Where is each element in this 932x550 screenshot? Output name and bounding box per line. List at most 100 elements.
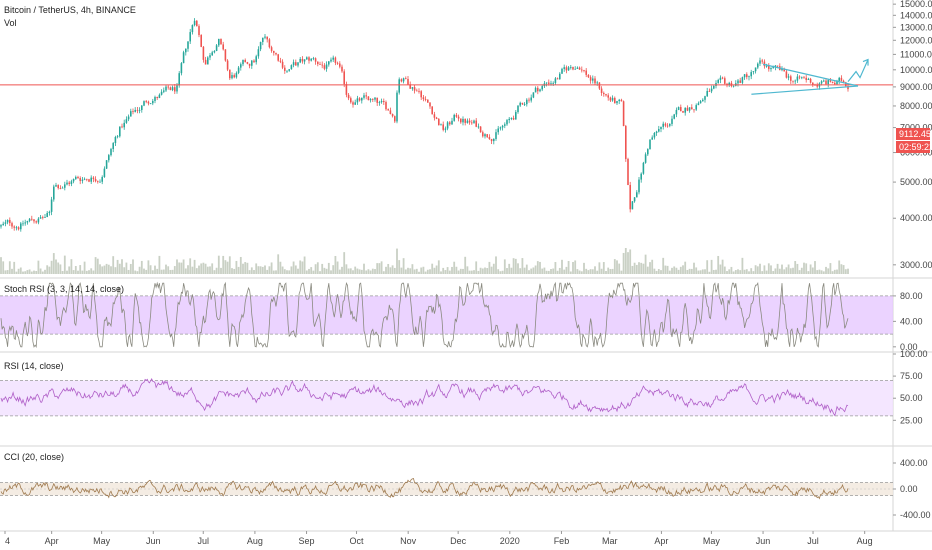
volume-label: Vol <box>4 18 17 28</box>
volume-bar <box>347 268 350 274</box>
volume-bar <box>259 266 262 274</box>
candle <box>35 221 37 223</box>
candle <box>801 77 803 79</box>
candle <box>655 131 658 133</box>
volume-bar <box>690 268 693 274</box>
candle <box>717 79 719 83</box>
candle <box>200 35 202 47</box>
volume-bar <box>272 270 275 274</box>
time-tick-label: May <box>703 536 721 546</box>
volume-bar <box>563 269 566 274</box>
volume-bar <box>721 259 724 274</box>
volume-bar <box>470 270 473 274</box>
candle <box>541 86 543 90</box>
volume-bar <box>336 261 339 274</box>
volume-bar <box>638 262 640 274</box>
candle <box>407 78 409 85</box>
candle <box>763 61 766 67</box>
candle <box>383 100 385 103</box>
candle <box>411 87 414 89</box>
candle <box>570 66 572 68</box>
price-tick-label: 3000.00 <box>900 260 932 270</box>
drawing-annotations[interactable] <box>0 58 893 95</box>
candle <box>301 58 304 62</box>
volume-bar <box>319 271 321 274</box>
volume-bar <box>184 268 187 274</box>
price-tick-label: 12000.00 <box>900 35 932 45</box>
candle <box>189 32 191 42</box>
candle <box>163 90 165 92</box>
volume-bar <box>202 262 205 274</box>
candle <box>237 67 240 73</box>
volume-bar <box>809 264 812 274</box>
candle <box>609 97 612 101</box>
candle <box>752 71 755 73</box>
volume-bar <box>151 270 154 274</box>
volume-bar <box>204 263 207 274</box>
candle <box>603 92 605 95</box>
candle <box>130 111 132 117</box>
candle <box>598 82 601 89</box>
volume-bar <box>576 269 579 274</box>
candle <box>101 177 103 182</box>
volume-bar <box>668 270 671 274</box>
volume-bar <box>195 268 198 274</box>
candle <box>686 107 689 111</box>
candle <box>81 179 84 181</box>
volume-bar <box>224 260 227 274</box>
candle <box>803 77 805 79</box>
candle <box>754 67 757 72</box>
price-candles[interactable] <box>0 18 849 232</box>
candle <box>178 73 180 86</box>
candle <box>627 158 629 185</box>
volume-bar <box>363 263 365 274</box>
candle <box>479 126 482 133</box>
volume-bar <box>70 259 73 274</box>
volume-bar <box>391 265 394 274</box>
candle <box>625 125 627 159</box>
candle <box>319 64 321 65</box>
candle <box>57 185 59 189</box>
volume-bar <box>521 258 524 274</box>
price-tick-label: 14000.00 <box>900 10 932 20</box>
candle <box>554 78 557 83</box>
volume-bar <box>611 268 614 274</box>
candle <box>310 58 312 61</box>
candle <box>728 82 730 86</box>
volume-bar <box>279 261 282 274</box>
volume-bar <box>374 269 376 274</box>
volume-bar <box>246 262 249 274</box>
volume-bar <box>132 259 134 274</box>
candle <box>297 62 299 66</box>
volume-bar <box>189 258 192 274</box>
candle <box>697 103 700 106</box>
candle <box>644 154 647 163</box>
volume-bar <box>257 266 260 274</box>
candle <box>578 67 581 70</box>
volume-bar <box>728 269 731 274</box>
candle <box>600 88 603 93</box>
volume-bar <box>46 265 49 274</box>
volume-bar <box>420 267 423 274</box>
candle <box>273 50 275 53</box>
candle <box>196 20 198 27</box>
volume-bar <box>732 271 735 274</box>
volume-bar <box>255 263 258 274</box>
candle <box>781 68 783 71</box>
candle <box>539 89 541 92</box>
candle <box>732 85 735 87</box>
volume-bar <box>275 270 277 274</box>
candle <box>187 41 189 49</box>
candle <box>259 42 262 50</box>
candle <box>343 71 345 85</box>
candle <box>391 114 394 117</box>
candle <box>328 61 330 65</box>
stoch-tick-label: 0.00 <box>900 342 918 352</box>
volume-bar <box>569 271 572 274</box>
volume-bar <box>453 261 456 274</box>
volume-bar <box>600 268 603 274</box>
time-tick-label: Dec <box>450 536 467 546</box>
volume-bars <box>0 248 849 274</box>
volume-bar <box>330 270 332 274</box>
